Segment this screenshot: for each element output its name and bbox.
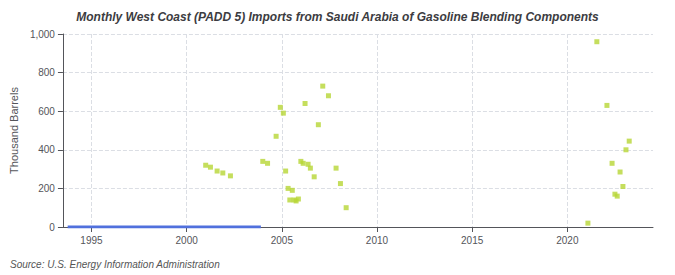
svg-text:600: 600	[38, 106, 55, 117]
svg-text:800: 800	[38, 67, 55, 78]
svg-text:1,000: 1,000	[30, 29, 55, 40]
svg-text:200: 200	[38, 183, 55, 194]
svg-text:2010: 2010	[366, 235, 389, 246]
svg-text:2015: 2015	[461, 235, 484, 246]
svg-text:Thousand Barrels: Thousand Barrels	[8, 87, 20, 174]
svg-text:2020: 2020	[556, 235, 579, 246]
svg-text:1995: 1995	[80, 235, 103, 246]
svg-text:0: 0	[49, 222, 55, 233]
svg-text:2005: 2005	[271, 235, 294, 246]
svg-text:Source: U.S. Energy Informatio: Source: U.S. Energy Information Administ…	[10, 259, 220, 270]
svg-text:400: 400	[38, 144, 55, 155]
svg-text:Monthly West Coast (PADD 5) Im: Monthly West Coast (PADD 5) Imports from…	[76, 10, 599, 24]
svg-text:2000: 2000	[176, 235, 199, 246]
